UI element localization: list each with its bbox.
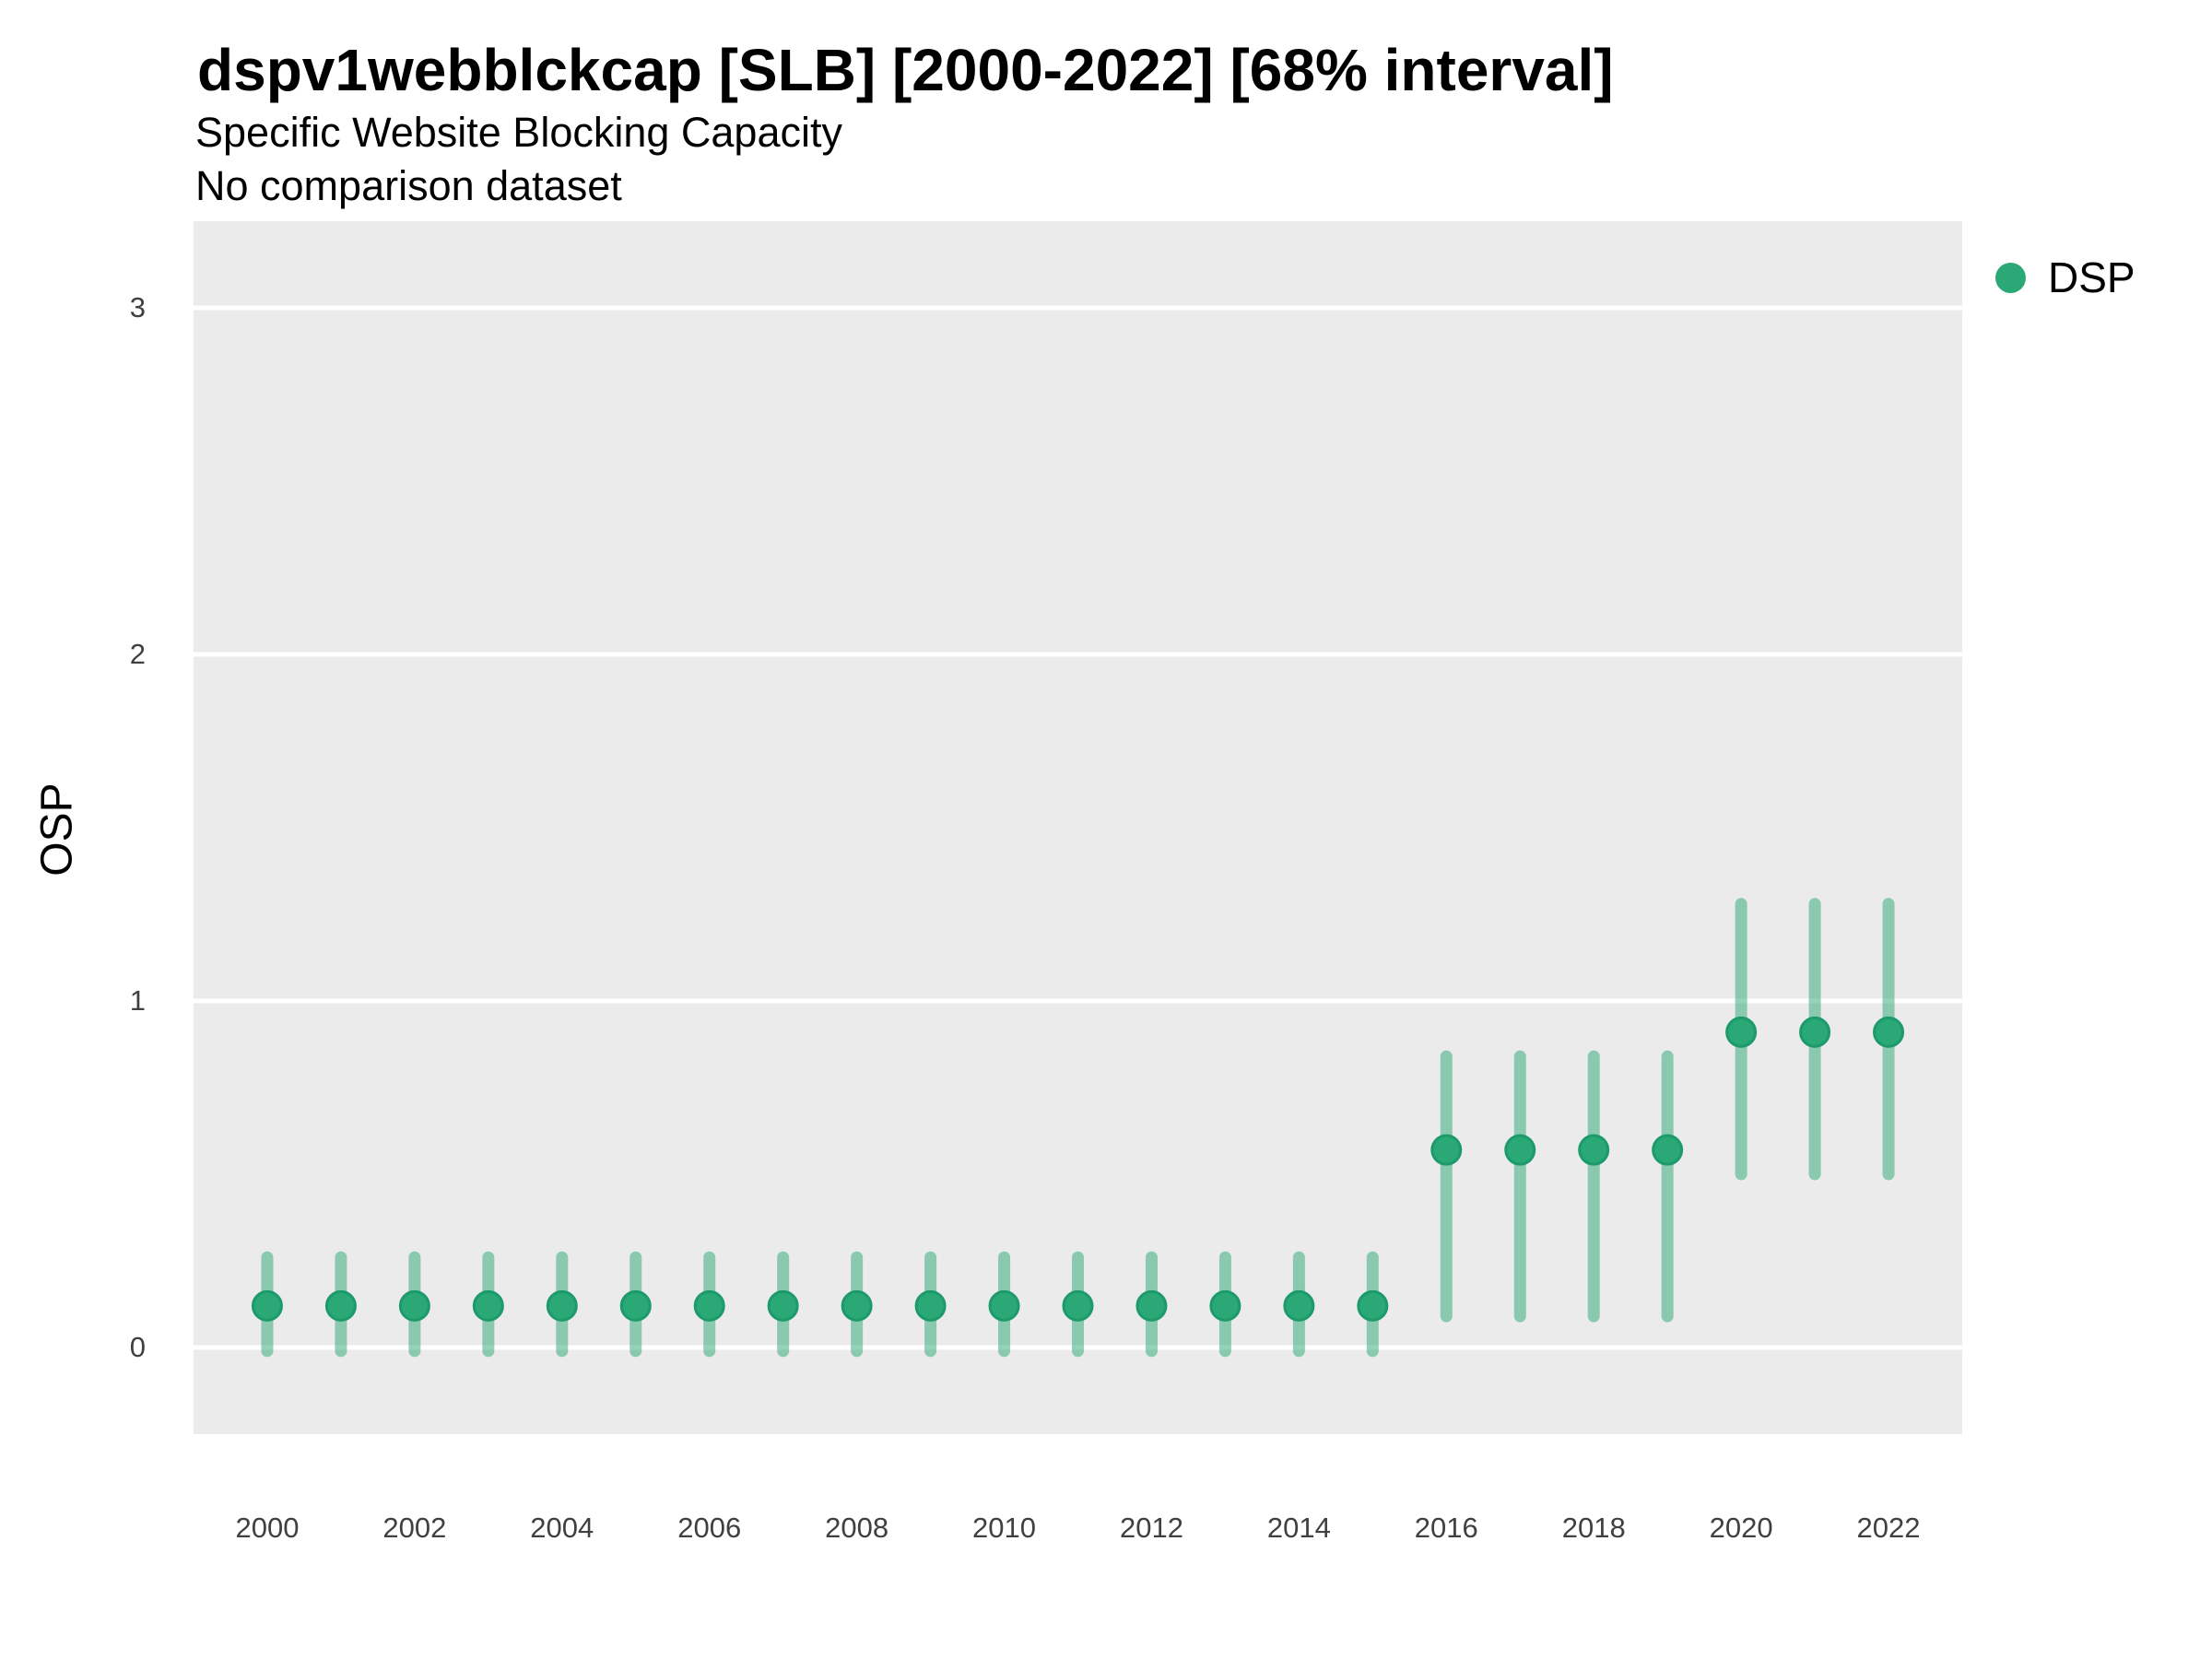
point-DSP-2021	[1799, 1016, 1831, 1048]
x-tick-label-2022: 2022	[1856, 1512, 1921, 1544]
legend-series-label: DSP	[2048, 253, 2136, 301]
point-DSP-2022	[1873, 1016, 1905, 1048]
legend-point-marker	[1995, 262, 2026, 293]
chart-note: No comparison dataset	[195, 162, 622, 209]
x-tick-label-2018: 2018	[1561, 1512, 1626, 1544]
point-DSP-2004	[546, 1289, 578, 1322]
x-tick-label-2016: 2016	[1414, 1512, 1478, 1544]
point-DSP-2006	[693, 1289, 725, 1322]
point-DSP-2015	[1357, 1289, 1389, 1322]
chart-title: dspv1webblckcap [SLB] [2000-2022] [68% i…	[197, 37, 1614, 103]
point-DSP-2001	[324, 1289, 357, 1322]
point-DSP-2010	[988, 1289, 1020, 1322]
point-DSP-2007	[767, 1289, 799, 1322]
x-tick-label-2006: 2006	[677, 1512, 742, 1544]
point-DSP-2012	[1135, 1289, 1168, 1322]
point-DSP-2008	[841, 1289, 873, 1322]
point-DSP-2018	[1578, 1134, 1610, 1166]
point-DSP-2011	[1062, 1289, 1094, 1322]
point-DSP-2009	[914, 1289, 947, 1322]
x-tick-label-2002: 2002	[382, 1512, 447, 1544]
point-DSP-2000	[251, 1289, 283, 1322]
y-tick-label-3: 3	[129, 291, 146, 324]
x-tick-label-2004: 2004	[530, 1512, 594, 1544]
plot-panel	[194, 221, 1962, 1434]
point-DSP-2020	[1725, 1016, 1758, 1048]
point-DSP-2016	[1430, 1134, 1463, 1166]
point-DSP-2014	[1283, 1289, 1315, 1322]
y-tick-label-0: 0	[129, 1331, 146, 1363]
point-DSP-2005	[619, 1289, 652, 1322]
y-tick-label-1: 1	[129, 984, 146, 1017]
point-DSP-2013	[1209, 1289, 1241, 1322]
y-axis-title: OSP	[32, 782, 82, 877]
legend: DSP	[1995, 253, 2136, 302]
point-DSP-2002	[398, 1289, 430, 1322]
plot-canvas	[194, 305, 1962, 1358]
chart-subtitle: Specific Website Blocking Capacity	[195, 109, 842, 156]
x-tick-label-2008: 2008	[825, 1512, 889, 1544]
point-DSP-2017	[1504, 1134, 1536, 1166]
x-tick-label-2012: 2012	[1119, 1512, 1183, 1544]
x-tick-label-2000: 2000	[235, 1512, 300, 1544]
y-tick-label-2: 2	[129, 638, 146, 670]
x-tick-label-2020: 2020	[1709, 1512, 1773, 1544]
x-tick-label-2014: 2014	[1266, 1512, 1331, 1544]
point-DSP-2019	[1652, 1134, 1684, 1166]
point-DSP-2003	[472, 1289, 504, 1322]
x-tick-label-2010: 2010	[972, 1512, 1037, 1544]
